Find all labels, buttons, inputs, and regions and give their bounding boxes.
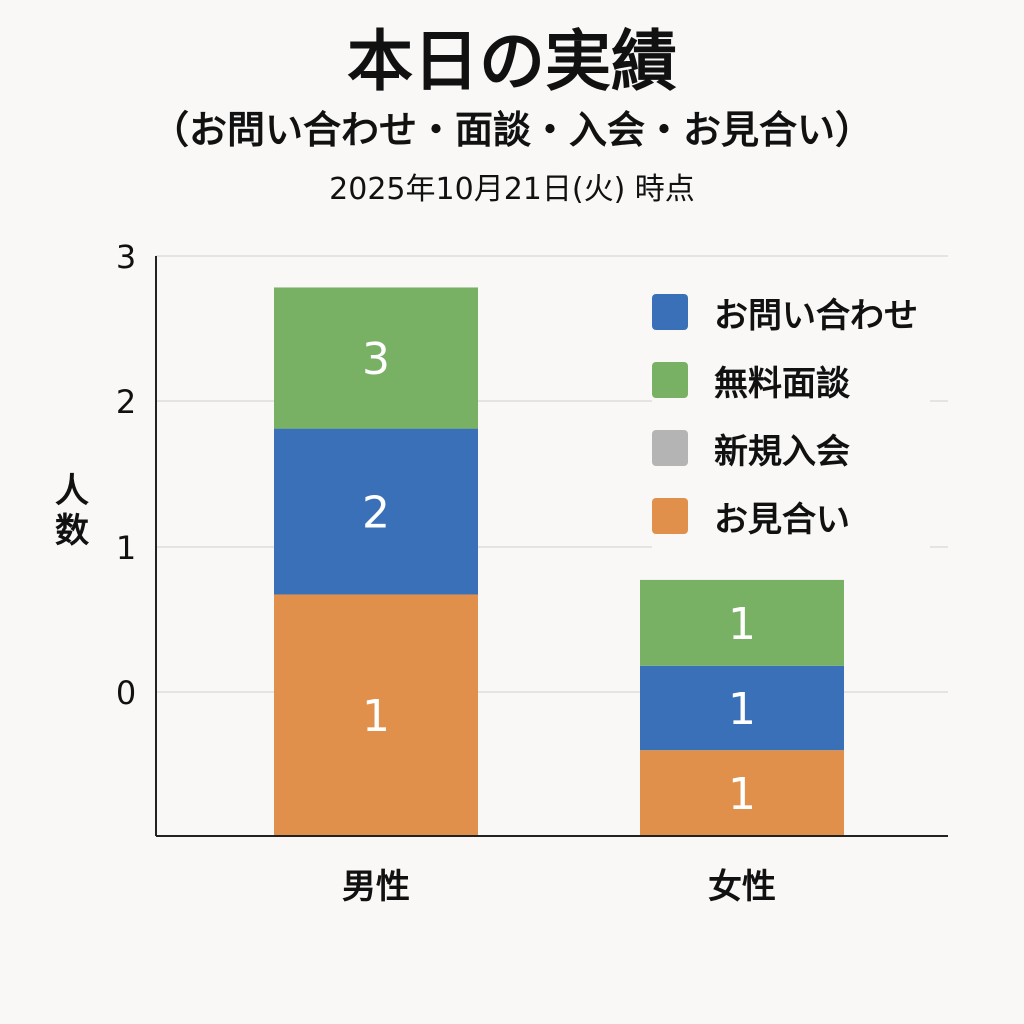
bar-segment [274,287,478,429]
bar-value-label: 1 [362,691,390,742]
y-tick-label: 3 [116,238,136,276]
y-axis-label: 数 [55,511,89,551]
legend-item: お問い合わせ [652,278,918,346]
chart-date: 2025年10月21日(火) 時点 [329,172,695,207]
bar-value-label: 3 [362,334,390,385]
legend-swatch [652,430,688,466]
legend-label: 新規入会 [714,431,850,472]
bar-segment [640,579,844,666]
x-category-label: 男性 [342,867,410,907]
bar-segment [274,594,478,836]
legend-label: 無料面談 [714,363,850,404]
legend-item: 新規入会 [652,414,918,482]
bar-value-label: 1 [728,769,756,820]
chart-title: 本日の実績 [347,23,677,100]
y-tick-label: 1 [116,529,136,567]
y-tick-label: 2 [116,383,136,421]
legend-swatch [652,294,688,330]
legend-swatch [652,362,688,398]
y-tick-label: 0 [116,674,136,712]
legend-label: お問い合わせ [714,295,918,336]
bar-segment [274,428,478,595]
chart-subtitle: （お問い合わせ・面談・入会・お見合い） [150,108,873,152]
chart-legend: お問い合わせ 無料面談新規入会お見合い [652,278,930,558]
y-axis-label: 人 [55,471,89,511]
bar-value-label: 1 [728,599,756,650]
bar-value-label: 2 [362,488,390,539]
legend-item: 無料面談 [652,346,918,414]
bar-segment [640,750,844,836]
bars [274,287,844,836]
segment-labels: 1 2 3 1 1 1 [362,334,756,820]
legend-item: お見合い [652,482,918,550]
legend-swatch [652,498,688,534]
bar-segment [640,665,844,751]
x-category-label: 女性 [708,867,776,907]
legend-label: お見合い [714,499,850,540]
bar-value-label: 1 [728,684,756,735]
